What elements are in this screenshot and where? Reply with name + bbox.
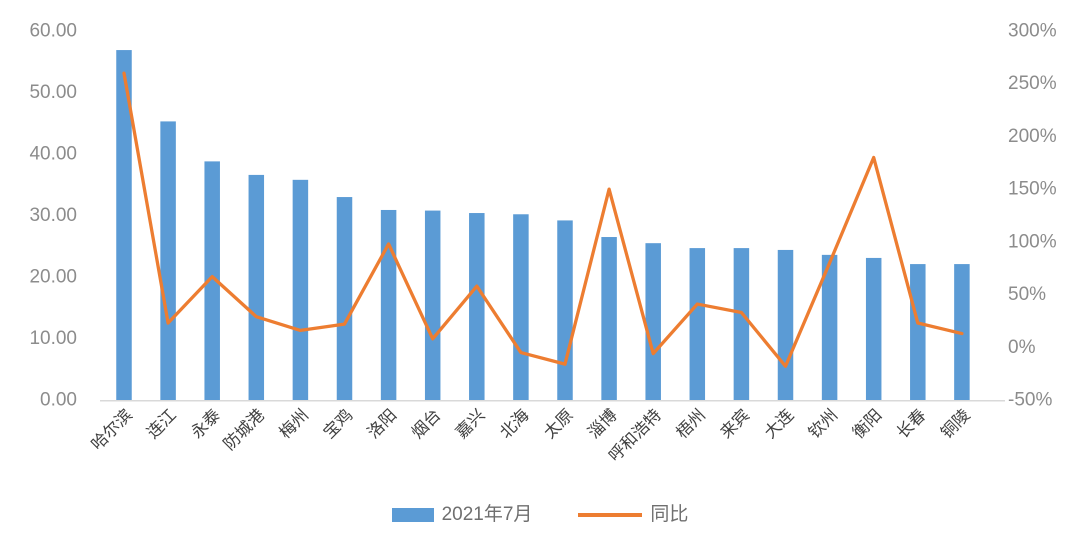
bar [248, 174, 265, 400]
bar [557, 220, 573, 400]
bar [910, 264, 926, 400]
category-label: 宝鸡 [320, 405, 357, 442]
left-axis-tick-label: 30.00 [29, 205, 77, 226]
bar [336, 197, 353, 400]
right-axis-tick-label: 0% [1008, 337, 1036, 358]
category-label: 洛阳 [364, 405, 401, 442]
bar [160, 121, 176, 400]
category-label: 淄博 [584, 405, 621, 442]
right-axis-tick-label: 300% [1008, 21, 1057, 42]
bar-series-swatch [391, 507, 434, 522]
right-axis-tick-label: 150% [1008, 179, 1057, 200]
bar [380, 209, 397, 400]
category-label: 钦州 [805, 405, 842, 442]
bar [292, 179, 309, 400]
left-axis-tick-label: 60.00 [29, 21, 77, 42]
bar [424, 210, 441, 400]
legend-item-bar-series: 2021年7月 [391, 504, 533, 525]
left-axis-tick-label: 50.00 [29, 82, 77, 103]
bar [601, 237, 617, 400]
left-axis-tick-label: 40.00 [29, 144, 77, 165]
right-axis-tick-label: 250% [1008, 73, 1057, 94]
category-label: 北海 [496, 405, 533, 442]
right-axis-tick-label: 50% [1008, 284, 1046, 305]
bar [645, 243, 661, 400]
bar [821, 254, 838, 400]
left-axis-tick-label: 0.00 [40, 390, 77, 411]
right-axis-tick-label: 200% [1008, 126, 1057, 147]
category-label: 长春 [893, 405, 930, 442]
legend-item-line-series: 同比 [578, 505, 688, 524]
yoy-line [122, 71, 964, 368]
bar-series-label: 2021年7月 [441, 504, 533, 525]
category-label: 太原 [540, 405, 577, 442]
bar [204, 161, 220, 400]
left-axis-tick-label: 20.00 [29, 267, 77, 288]
category-label: 铜陵 [937, 405, 974, 442]
category-label: 大连 [761, 405, 798, 442]
line-series-label: 同比 [650, 504, 689, 525]
category-label: 连江 [143, 405, 180, 442]
bar [116, 50, 132, 400]
bar [513, 214, 529, 400]
bar [777, 249, 794, 400]
category-label: 嘉兴 [452, 405, 489, 442]
category-label: 永泰 [187, 405, 224, 442]
legend: 2021年7月 同比 [0, 505, 1080, 524]
right-axis-tick-label: 100% [1008, 231, 1057, 252]
category-label: 来宾 [716, 405, 753, 442]
category-label: 防城港 [220, 405, 269, 454]
category-label: 梧州 [672, 405, 709, 442]
left-axis-tick-label: 10.00 [29, 328, 77, 349]
category-label: 烟台 [408, 405, 445, 442]
bar [865, 257, 882, 400]
line-series-swatch [578, 512, 643, 517]
bar [733, 248, 750, 400]
category-label: 哈尔滨 [87, 405, 135, 453]
bar [469, 213, 485, 400]
bar [689, 248, 706, 400]
category-label: 梅州 [275, 405, 312, 442]
category-label: 衡阳 [849, 405, 886, 442]
right-axis-tick-label: -50% [1008, 390, 1052, 411]
